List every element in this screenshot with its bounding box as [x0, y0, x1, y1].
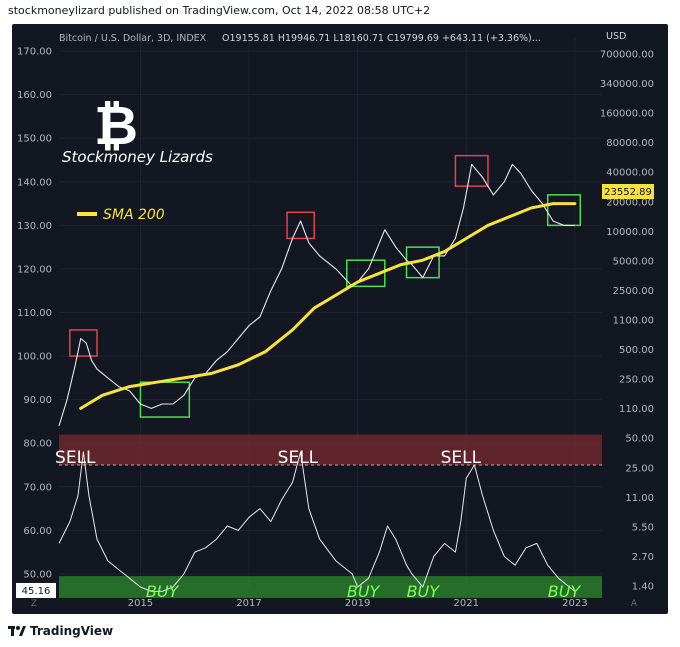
left-axis-tick: 90.00	[23, 395, 52, 406]
zone-bands	[59, 434, 602, 598]
current-price-label: 23552.89	[604, 187, 652, 198]
sell-signal-box	[454, 154, 489, 187]
sell-zone-label: SELL	[278, 448, 319, 468]
footer-brand: TradingView	[8, 624, 113, 638]
sma-legend-label: SMA 200	[103, 207, 165, 223]
left-axis-tick: 60.00	[23, 526, 52, 537]
price-line	[58, 163, 575, 426]
left-axis-tick: 140.00	[17, 177, 52, 188]
right-axis-tick: 20000.00	[606, 197, 654, 208]
current-indicator-label: 45.16	[22, 586, 51, 597]
x-axis-tick: 2017	[236, 598, 261, 609]
chart-svg: SELL SELL SELL BUY BUY BUY BUY 170.00 160.00 150…	[16, 31, 654, 609]
x-axis-tick: 2015	[128, 598, 153, 609]
x-axis-tick: 2019	[345, 598, 370, 609]
zone-labels: SELL SELL SELL BUY BUY BUY BUY	[55, 448, 581, 601]
left-axis-tick: 50.00	[23, 569, 52, 580]
footer-brand-label: TradingView	[30, 624, 114, 638]
right-axis-tick: 5000.00	[613, 256, 654, 267]
x-axis-tick: 2023	[562, 598, 587, 609]
buy-zone-label: BUY	[407, 582, 441, 601]
right-axis-tick: 2.70	[632, 552, 654, 563]
right-axis-tick: 500.00	[619, 345, 654, 356]
tradingview-logo-icon	[8, 626, 26, 636]
overlay: Bitcoin / U.S. Dollar, 3D, INDEX O19155.…	[59, 31, 626, 223]
right-axis-tick: 160000.00	[600, 109, 654, 120]
ohlc-readout: O19155.81 H19946.71 L18160.71 C19799.69 …	[222, 33, 541, 44]
chart-panel[interactable]: SELL SELL SELL BUY BUY BUY BUY 170.00 160.00 150…	[12, 24, 668, 614]
x-axis-right-corner: A	[631, 599, 638, 609]
buy-zone-label: BUY	[347, 582, 381, 601]
axes: 170.00 160.00 150.00 140.00 130.00 120.00 110.…	[16, 47, 654, 609]
right-axis-tick: 40000.00	[606, 168, 654, 179]
left-axis-tick: 80.00	[23, 439, 52, 450]
x-axis-tick: 2021	[454, 598, 479, 609]
sma-200-line	[79, 202, 577, 410]
right-axis-tick: 1.40	[632, 582, 654, 593]
right-axis-tick: 10000.00	[606, 227, 654, 238]
grid-lines	[59, 38, 602, 587]
sell-signal-box	[69, 329, 98, 357]
right-axis-tick: 1100.00	[613, 316, 654, 327]
currency-label: USD	[606, 31, 626, 42]
left-axis-tick: 150.00	[17, 134, 52, 145]
left-axis-tick: 120.00	[17, 264, 52, 275]
right-axis-tick: 25.00	[625, 463, 654, 474]
sell-zone-label: SELL	[441, 448, 482, 468]
sell-zone-label: SELL	[55, 448, 96, 468]
right-axis-tick: 700000.00	[600, 50, 654, 61]
chart-title: Bitcoin / U.S. Dollar, 3D, INDEX	[59, 33, 207, 44]
right-axis-tick: 250.00	[619, 375, 654, 386]
bitcoin-logo-icon: ₿	[94, 94, 138, 157]
current-price-tag	[602, 184, 654, 199]
left-axis-tick: 170.00	[17, 47, 52, 58]
left-axis-tick: 130.00	[17, 221, 52, 232]
watermark-text: Stockmoney Lizards	[62, 148, 213, 166]
right-axis-tick: 11.00	[625, 493, 654, 504]
x-axis-left-corner: Z	[31, 599, 37, 609]
sell-signal-box	[286, 211, 315, 240]
buy-zone-label: BUY	[548, 582, 582, 601]
right-axis-tick: 110.00	[619, 404, 654, 415]
left-axis-tick: 100.00	[17, 352, 52, 363]
left-axis-tick: 70.00	[23, 482, 52, 493]
right-axis-tick: 340000.00	[600, 79, 654, 90]
indicator-line	[58, 451, 576, 592]
series-lines	[58, 163, 577, 592]
current-indicator-tag	[16, 582, 56, 598]
left-axis-tick: 160.00	[17, 90, 52, 101]
buy-zone-label: BUY	[146, 582, 180, 601]
right-axis-tick: 2500.00	[613, 286, 654, 297]
right-axis-tick: 80000.00	[606, 138, 654, 149]
right-axis-tick: 50.00	[625, 434, 654, 445]
buy-zone-band	[59, 576, 602, 598]
publish-header: stockmoneylizard published on TradingVie…	[8, 4, 431, 17]
right-axis-tick: 5.50	[632, 522, 654, 533]
signal-boxes	[69, 154, 582, 418]
left-axis-tick: 110.00	[17, 308, 52, 319]
buy-signal-box	[346, 259, 386, 288]
sell-zone-band	[59, 434, 602, 465]
